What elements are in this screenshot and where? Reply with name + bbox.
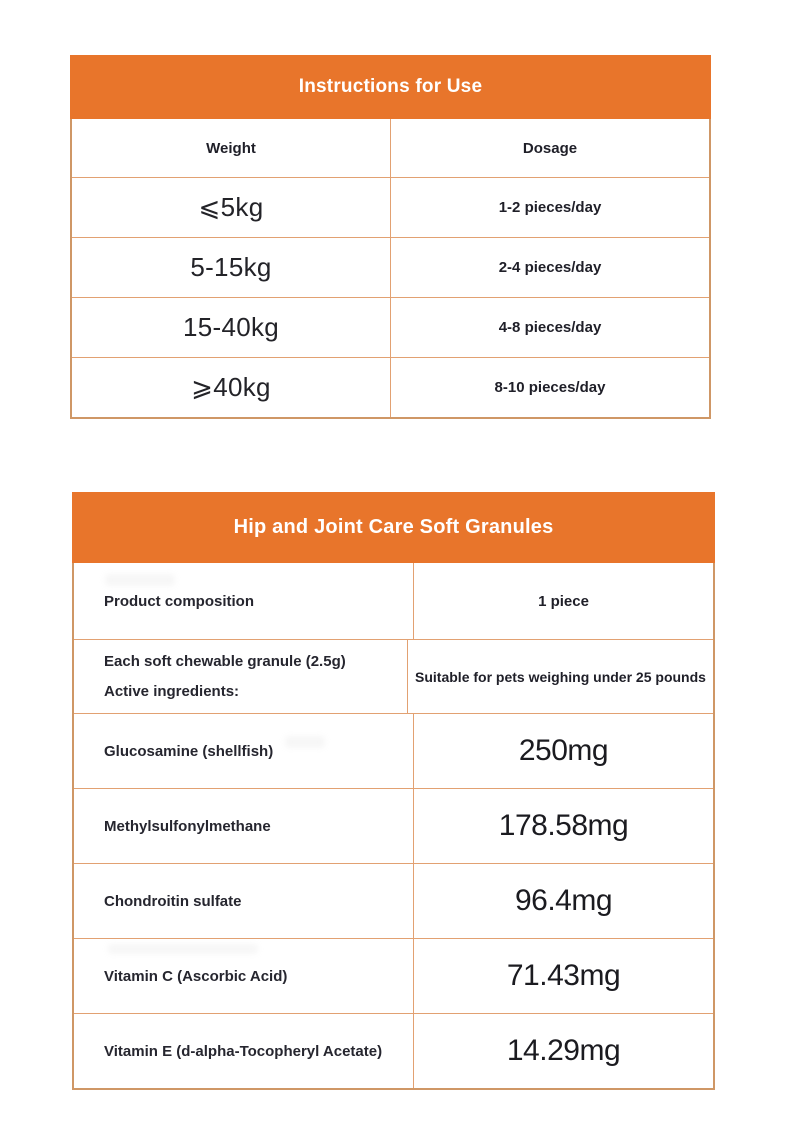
dosage-value: 1-2 pieces/day: [498, 199, 602, 216]
table-row: 15-40kg 4-8 pieces/day: [72, 297, 709, 357]
ingredient-amount: 96.4mg: [514, 884, 613, 917]
instructions-table-body: Weight Dosage ⩽5kg 1-2 pieces/day 5-15kg…: [70, 119, 711, 419]
weight-column-header: Weight: [72, 119, 391, 177]
instructions-table: Instructions for Use Weight Dosage ⩽5kg …: [70, 55, 711, 419]
dosage-value: 2-4 pieces/day: [498, 259, 602, 276]
ingredient-row: Vitamin E (d-alpha-Tocopheryl Acetate) 1…: [74, 1013, 713, 1088]
weight-value: 15-40kg: [72, 298, 391, 357]
product-composition-label: Product composition: [74, 563, 414, 639]
ingredient-row: Methylsulfonylmethane 178.58mg: [74, 788, 713, 863]
ingredient-amount: 71.43mg: [506, 959, 621, 992]
dosage-value: 8-10 pieces/day: [494, 379, 606, 396]
ingredient-row: Glucosamine (shellfish) 250mg: [74, 713, 713, 788]
ingredient-name: Vitamin E (d-alpha-Tocopheryl Acetate): [74, 1014, 414, 1088]
granule-spec-line-2: Active ingredients:: [104, 682, 240, 700]
ingredient-name: Vitamin C (Ascorbic Acid): [74, 939, 414, 1013]
weight-value: ⩽5kg: [72, 178, 391, 237]
ingredient-name: Glucosamine (shellfish): [74, 714, 414, 788]
piece-count-label: 1 piece: [538, 592, 589, 610]
suitability-note: Suitable for pets weighing under 25 poun…: [415, 668, 706, 685]
ingredient-amount: 250mg: [518, 734, 609, 767]
composition-table-body: Product composition 1 piece Each soft ch…: [72, 563, 715, 1090]
granule-spec-cell: Each soft chewable granule (2.5g) Active…: [74, 640, 408, 713]
table-row: 5-15kg 2-4 pieces/day: [72, 237, 709, 297]
ingredient-amount: 14.29mg: [506, 1034, 621, 1067]
ingredient-amount: 178.58mg: [498, 809, 629, 842]
composition-note-row: Each soft chewable granule (2.5g) Active…: [74, 639, 713, 713]
composition-header-row: Product composition 1 piece: [74, 563, 713, 639]
instructions-table-title: Instructions for Use: [70, 55, 711, 119]
table-row: ⩾40kg 8-10 pieces/day: [72, 357, 709, 417]
dosage-value: 4-8 pieces/day: [498, 319, 602, 336]
ingredient-name: Methylsulfonylmethane: [74, 789, 414, 863]
weight-value: ⩾40kg: [72, 358, 391, 417]
weight-value: 5-15kg: [72, 238, 391, 297]
composition-table-title: Hip and Joint Care Soft Granules: [72, 492, 715, 563]
table-row: ⩽5kg 1-2 pieces/day: [72, 177, 709, 237]
granule-spec-line-1: Each soft chewable granule (2.5g): [104, 652, 346, 670]
ingredient-name: Chondroitin sulfate: [74, 864, 414, 938]
ingredient-row: Vitamin C (Ascorbic Acid) 71.43mg: [74, 938, 713, 1013]
ingredient-row: Chondroitin sulfate 96.4mg: [74, 863, 713, 938]
instructions-column-header-row: Weight Dosage: [72, 119, 709, 177]
dosage-column-header: Dosage: [522, 139, 578, 157]
composition-table: Hip and Joint Care Soft Granules Product…: [72, 492, 715, 1090]
